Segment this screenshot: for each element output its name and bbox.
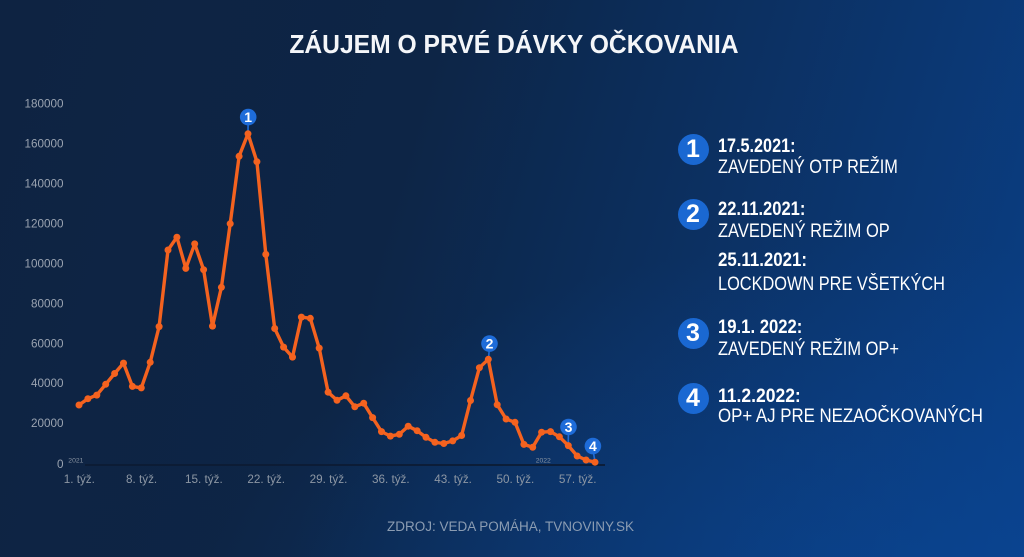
svg-text:100000: 100000 — [24, 257, 64, 270]
svg-text:60000: 60000 — [31, 337, 64, 350]
svg-text:2: 2 — [486, 336, 494, 352]
svg-text:0: 0 — [57, 458, 64, 471]
svg-text:80000: 80000 — [31, 297, 64, 310]
svg-text:36. týž.: 36. týž. — [372, 473, 410, 486]
svg-text:140000: 140000 — [24, 177, 64, 190]
svg-text:160000: 160000 — [24, 138, 64, 151]
svg-text:120000: 120000 — [24, 217, 64, 230]
svg-text:3: 3 — [565, 419, 573, 435]
svg-text:50. týž.: 50. týž. — [497, 473, 535, 486]
svg-text:40000: 40000 — [31, 377, 64, 390]
svg-text:180000: 180000 — [24, 98, 64, 111]
svg-text:57. týž.: 57. týž. — [559, 473, 597, 486]
svg-text:29. týž.: 29. týž. — [310, 473, 348, 486]
svg-text:15. týž.: 15. týž. — [185, 473, 223, 486]
svg-text:2022: 2022 — [536, 458, 551, 465]
svg-text:8. týž.: 8. týž. — [126, 473, 157, 486]
svg-text:43. týž.: 43. týž. — [434, 473, 472, 486]
svg-text:20000: 20000 — [31, 417, 64, 430]
svg-text:1: 1 — [244, 109, 252, 125]
svg-text:2021: 2021 — [68, 458, 83, 465]
svg-text:1. týž.: 1. týž. — [64, 473, 95, 486]
svg-text:4: 4 — [589, 438, 597, 454]
svg-text:22. týž.: 22. týž. — [247, 473, 285, 486]
